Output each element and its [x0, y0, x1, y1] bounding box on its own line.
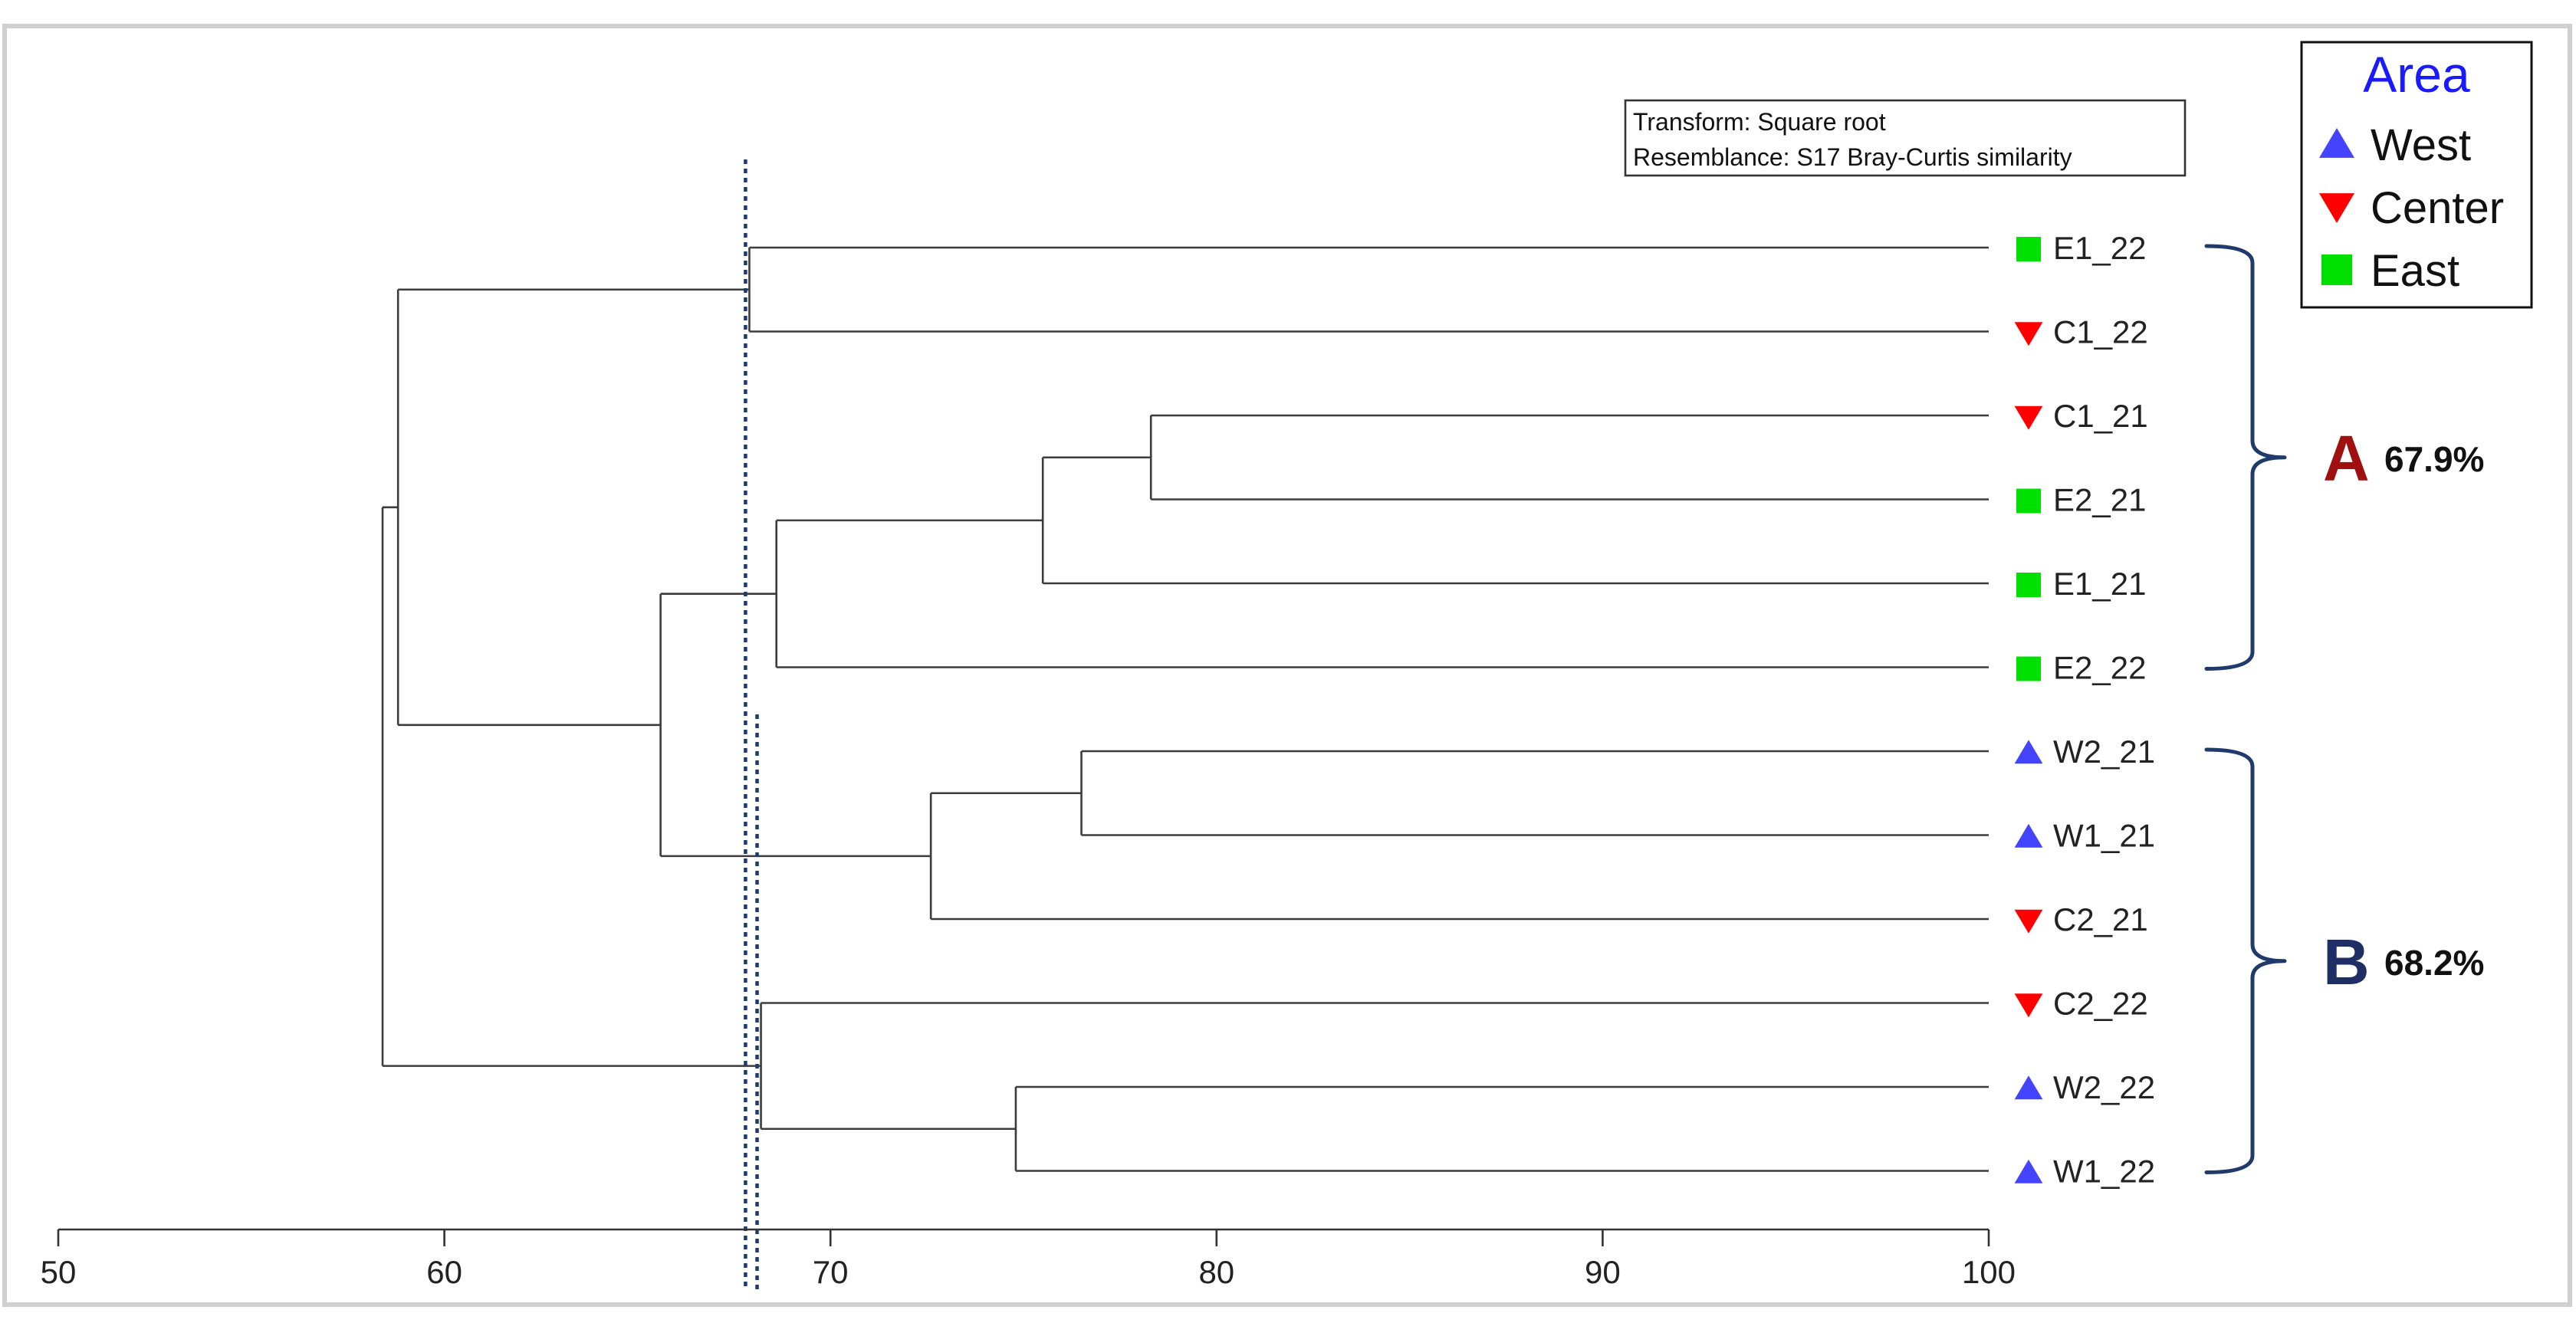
leaf-marker-c2_21 [2014, 909, 2043, 934]
leaf-marker-w2_22 [2014, 1075, 2043, 1100]
leaf-label-c2_21: C2_21 [2053, 901, 2148, 937]
legend-west-label: West [2371, 120, 2471, 170]
leaf-label-e2_21: E2_21 [2053, 482, 2146, 518]
leaf-label-e1_21: E1_21 [2053, 566, 2146, 602]
cluster-groups: A 67.9% B 68.2% [2204, 244, 2484, 1174]
axis-tick-label: 60 [426, 1254, 462, 1290]
leaf-marker-c2_22 [2014, 993, 2043, 1018]
transform-note-line2: Resemblance: S17 Bray-Curtis similarity [1633, 143, 2072, 171]
leaf-marker-e2_22 [2016, 656, 2041, 681]
leaf-label-c1_21: C1_21 [2053, 398, 2148, 434]
leaf-label-c2_22: C2_22 [2053, 986, 2148, 1022]
group-a-brace [2204, 244, 2287, 671]
leaf-marker-c1_21 [2014, 405, 2043, 430]
leaf-label-e1_22: E1_22 [2053, 230, 2146, 266]
axis-tick-label: 90 [1585, 1254, 1621, 1290]
group-b-percent: 68.2% [2384, 943, 2484, 983]
figure-frame [2, 24, 2572, 1307]
axis-tick-label: 80 [1198, 1254, 1234, 1290]
leaf-marker-e1_21 [2016, 573, 2041, 597]
axis-tick-label: 70 [813, 1254, 849, 1290]
axis-tick-label: 50 [41, 1254, 77, 1290]
group-b-brace [2204, 747, 2287, 1174]
legend-east-marker [2321, 254, 2352, 285]
transform-note: Transform: Square root Resemblance: S17 … [1624, 99, 2187, 177]
leaf-marker-w2_21 [2014, 740, 2043, 764]
leaf-marker-e2_21 [2016, 488, 2041, 514]
group-b-letter: B [2323, 926, 2370, 998]
leaf-label-w2_21: W2_21 [2053, 734, 2155, 770]
legend-east-label: East [2371, 246, 2459, 296]
group-a-letter: A [2323, 422, 2370, 494]
leaf-label-w1_22: W1_22 [2053, 1154, 2155, 1190]
legend-west-marker [2319, 128, 2354, 158]
leaf-labels: E1_22 C1_22 C1_21 E2_21 E1_21 E2_22 W2_21 W1_21… [2014, 230, 2155, 1190]
leaf-label-c1_22: C1_22 [2053, 314, 2148, 350]
leaf-label-w2_22: W2_22 [2053, 1069, 2155, 1105]
leaf-marker-e1_22 [2016, 237, 2041, 261]
legend-title: Area [2363, 46, 2470, 103]
cut-lines [744, 159, 759, 1289]
leaf-marker-w1_22 [2014, 1159, 2043, 1183]
leaf-label-e2_22: E2_22 [2053, 650, 2146, 686]
dendrogram-tree [381, 246, 1989, 1172]
legend-center-marker [2319, 193, 2354, 223]
group-a-percent: 67.9% [2384, 439, 2484, 479]
transform-note-line1: Transform: Square root [1633, 108, 1886, 136]
legend-center-label: Center [2371, 183, 2504, 233]
leaf-marker-c1_22 [2014, 322, 2043, 346]
axis-tick-label: 100 [1962, 1254, 2016, 1290]
legend: Area West Center East [2300, 41, 2533, 309]
similarity-axis: 50 60 70 80 90 100 [41, 1228, 2016, 1290]
legend-items: West Center East [2319, 120, 2504, 296]
transform-note-box [1624, 99, 2187, 177]
leaf-marker-w1_21 [2014, 823, 2043, 848]
leaf-label-w1_21: W1_21 [2053, 818, 2155, 854]
